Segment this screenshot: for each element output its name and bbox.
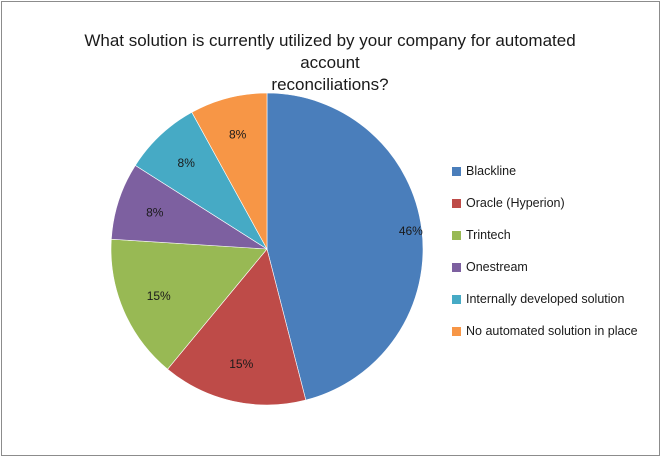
legend-label: Trintech: [466, 228, 511, 242]
legend-swatch: [452, 263, 461, 272]
legend-label: Blackline: [466, 164, 517, 178]
pie-slice-1: [266, 92, 424, 401]
pie-slices: [110, 92, 424, 406]
data-label-3: 15%: [147, 289, 171, 303]
legend-label: Onestream: [466, 260, 528, 274]
legend-swatch: [452, 167, 461, 176]
legend-label: Internally developed solution: [466, 292, 625, 306]
data-label-5: 8%: [178, 156, 196, 170]
pie-data-labels: 46% 15% 15% 8% 8% 8%: [146, 128, 423, 371]
legend-swatch: [452, 295, 461, 304]
chart-title-line-1: What solution is currently utilized by y…: [84, 31, 576, 72]
pie-slice-2: [167, 248, 307, 406]
legend-swatch: [452, 199, 461, 208]
data-label-6: 8%: [229, 128, 247, 142]
pie-slice-3: [110, 238, 268, 370]
legend-swatch: [452, 327, 461, 336]
chart-title-line-2: reconciliations?: [271, 75, 389, 94]
data-label-1: 46%: [399, 224, 423, 238]
chart-title: What solution is currently utilized by y…: [60, 30, 600, 96]
data-label-4: 8%: [146, 206, 164, 220]
legend-swatch: [452, 231, 461, 240]
data-label-2: 15%: [229, 357, 253, 371]
pie-slice-6: [191, 92, 268, 250]
legend-label: No automated solution in place: [466, 324, 638, 338]
legend-label: Oracle (Hyperion): [466, 196, 565, 210]
